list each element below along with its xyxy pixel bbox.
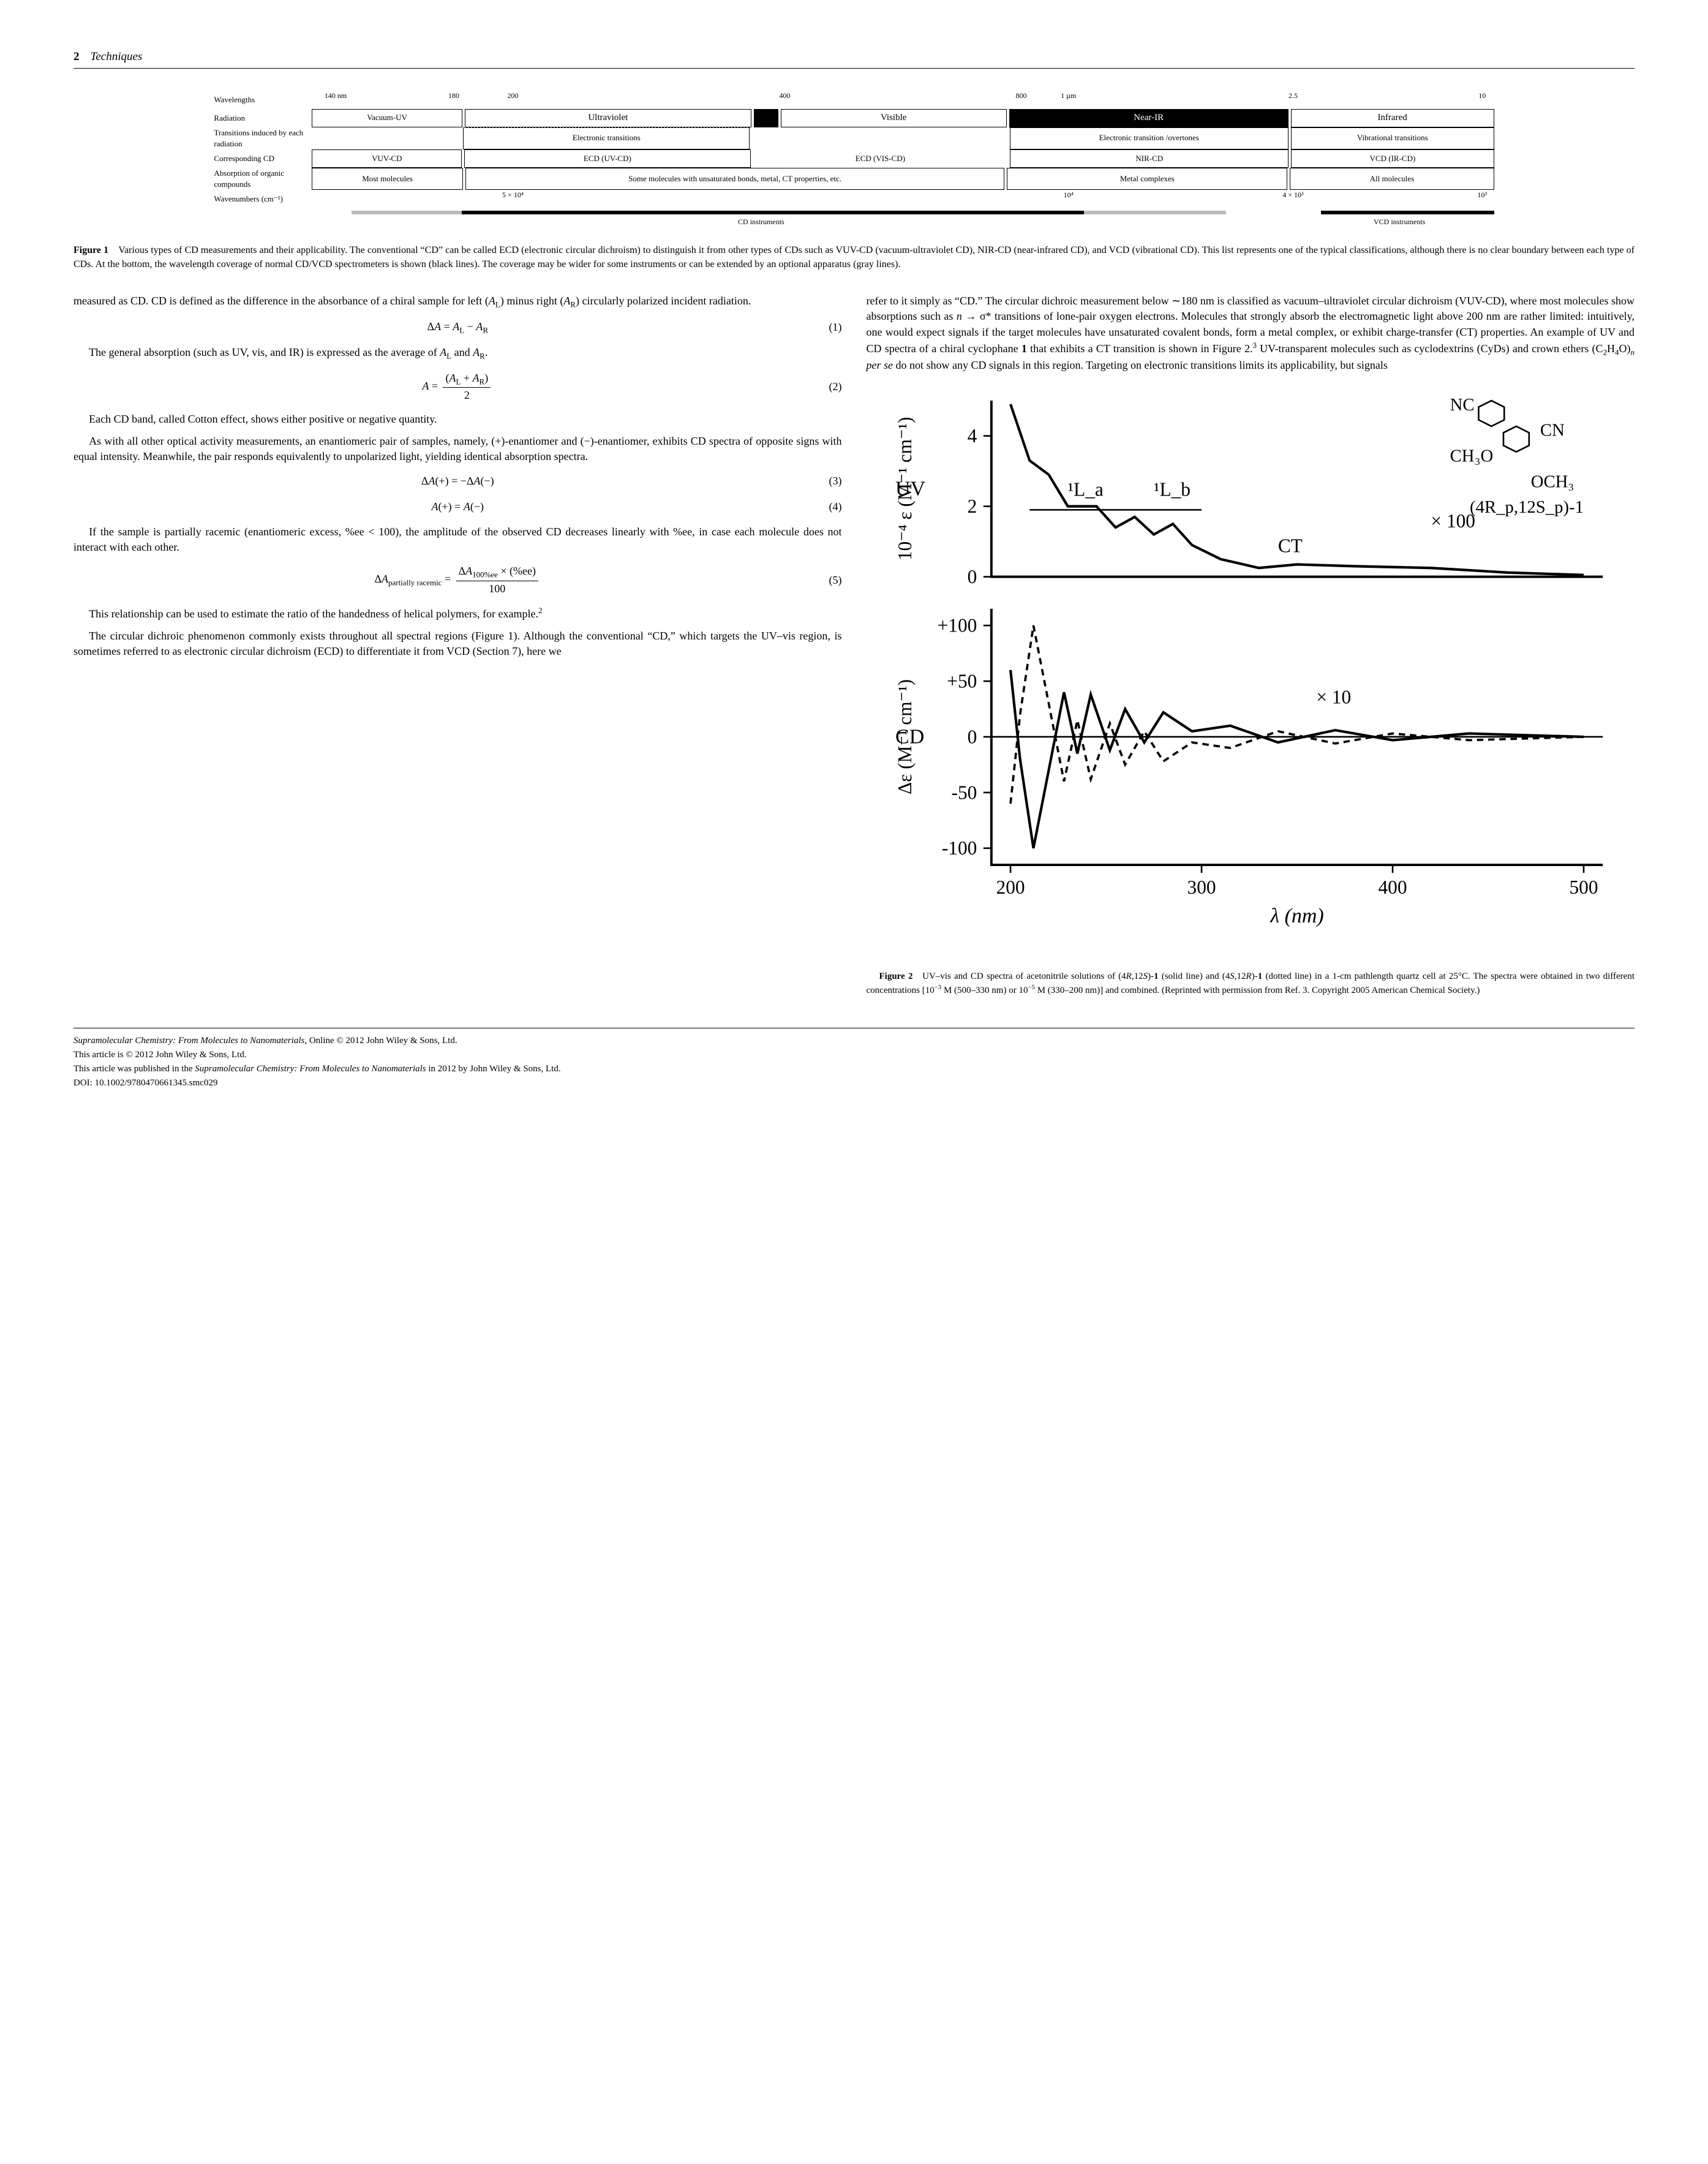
equation-5: ΔApartially racemic = ΔA100%ee × (%ee)10… xyxy=(73,564,842,597)
svg-text:¹L_b: ¹L_b xyxy=(1154,478,1191,500)
vcd-bar-black xyxy=(1321,211,1494,214)
svg-text:2: 2 xyxy=(967,496,977,517)
equation-4: A(+) = A(−) (4) xyxy=(73,499,842,516)
cd-bar-gray-left xyxy=(352,211,462,214)
left-p3: Each CD band, called Cotton effect, show… xyxy=(73,412,842,427)
wavelength-scale: 140 nm 180 200 400 800 1 µm 2.5 10 xyxy=(312,91,1494,103)
cell-vcd: VCD (IR-CD) xyxy=(1291,149,1494,168)
cell-all-molecules: All molecules xyxy=(1290,168,1494,190)
figure-2-caption: Figure 2 UV–vis and CD spectra of aceton… xyxy=(867,970,1635,997)
left-p4: As with all other optical activity measu… xyxy=(73,434,842,464)
svg-text:500: 500 xyxy=(1569,877,1598,898)
cell-nir-cd: NIR-CD xyxy=(1010,149,1289,168)
equation-2: A = (AL + AR)2 (2) xyxy=(73,371,842,404)
svg-text:CD: CD xyxy=(895,725,924,748)
cell-overtones: Electronic transition /overtones xyxy=(1010,127,1289,149)
figure-1-caption: Figure 1 Various types of CD measurement… xyxy=(73,244,1635,271)
cell-infrared: Infrared xyxy=(1291,109,1494,127)
instrument-bars xyxy=(312,208,1494,217)
cell-some-molecules: Some molecules with unsaturated bonds, m… xyxy=(465,168,1005,190)
cell-ecd-uv: ECD (UV-CD) xyxy=(464,149,750,168)
row-label-absorption: Absorption of organic compounds xyxy=(214,168,312,190)
absorption-cells: Most molecules Some molecules with unsat… xyxy=(312,168,1494,190)
cell-visible: Visible xyxy=(781,109,1007,127)
svg-text:NC: NC xyxy=(1450,394,1474,414)
svg-text:¹L_a: ¹L_a xyxy=(1067,478,1103,500)
row-label-wavelengths: Wavelengths xyxy=(214,91,312,109)
footer: Supramolecular Chemistry: From Molecules… xyxy=(73,1028,1635,1090)
cell-vibrational: Vibrational transitions xyxy=(1291,127,1494,149)
row-label-radiation: Radiation xyxy=(214,109,312,127)
svg-text:× 100: × 100 xyxy=(1431,510,1475,532)
row-label-transitions: Transitions induced by each radiation xyxy=(214,127,312,149)
cell-gap-1 xyxy=(754,109,778,127)
figure-2: 02410⁻⁴ ε (M⁻¹ cm⁻¹)UV¹L_a¹L_bCT× 100NCC… xyxy=(867,385,1635,997)
cd-instruments-label: CD instruments xyxy=(738,217,784,227)
left-p1: measured as CD. CD is defined as the dif… xyxy=(73,293,842,311)
svg-text:CH₃O: CH₃O xyxy=(1450,446,1493,466)
left-p7: The circular dichroic phenomenon commonl… xyxy=(73,628,842,659)
svg-text:× 10: × 10 xyxy=(1316,686,1351,707)
left-p5: If the sample is partially racemic (enan… xyxy=(73,524,842,555)
radiation-cells: Vacuum-UV Ultraviolet Visible Near-IR In… xyxy=(312,109,1494,127)
svg-text:CN: CN xyxy=(1540,420,1564,440)
page-header: 2 Techniques xyxy=(73,49,1635,69)
svg-text:OCH₃: OCH₃ xyxy=(1530,472,1574,491)
left-p6: This relationship can be used to estimat… xyxy=(73,605,842,622)
figure-1-diagram: Wavelengths 140 nm 180 200 400 800 1 µm … xyxy=(214,91,1494,230)
cell-near-ir: Near-IR xyxy=(1009,109,1289,127)
corresponding-cells: VUV-CD ECD (UV-CD) ECD (VIS-CD) NIR-CD V… xyxy=(312,149,1494,168)
right-p1: refer to it simply as “CD.” The circular… xyxy=(867,293,1635,373)
svg-text:CT: CT xyxy=(1277,535,1302,556)
svg-text:-50: -50 xyxy=(951,782,977,803)
svg-text:300: 300 xyxy=(1187,877,1216,898)
cell-most-molecules: Most molecules xyxy=(312,168,462,190)
cell-vacuum-uv: Vacuum-UV xyxy=(312,109,462,127)
svg-text:UV: UV xyxy=(895,477,926,500)
cell-metal-complexes: Metal complexes xyxy=(1007,168,1287,190)
transitions-cells: Electronic transitions Electronic transi… xyxy=(312,127,1494,149)
page-number: 2 xyxy=(73,49,80,66)
svg-text:+100: +100 xyxy=(937,614,977,636)
cd-bar-gray-right xyxy=(1084,211,1226,214)
left-p2: The general absorption (such as UV, vis,… xyxy=(73,345,842,362)
svg-text:0: 0 xyxy=(967,726,977,747)
right-column: refer to it simply as “CD.” The circular… xyxy=(867,293,1635,1003)
equation-1: ΔA = AL − AR (1) xyxy=(73,319,842,336)
svg-text:(4R_p,12S_p)-1: (4R_p,12S_p)-1 xyxy=(1470,497,1584,517)
figure-2-svg: 02410⁻⁴ ε (M⁻¹ cm⁻¹)UV¹L_a¹L_bCT× 100NCC… xyxy=(867,385,1635,961)
svg-text:0: 0 xyxy=(967,566,977,587)
svg-text:λ (nm): λ (nm) xyxy=(1270,905,1323,927)
svg-text:+50: +50 xyxy=(947,670,977,692)
row-label-corresponding: Corresponding CD xyxy=(214,149,312,168)
svg-text:-100: -100 xyxy=(941,837,976,859)
body-columns: measured as CD. CD is defined as the dif… xyxy=(73,293,1635,1003)
svg-text:400: 400 xyxy=(1378,877,1407,898)
wavenumber-scale: 5 × 10⁴ 10⁴ 4 × 10³ 10³ xyxy=(312,190,1494,202)
cell-ecd-vis: ECD (VIS-CD) xyxy=(753,149,1008,168)
section-title: Techniques xyxy=(91,49,143,66)
row-label-wavenumbers: Wavenumbers (cm⁻¹) xyxy=(214,190,312,208)
cd-bar-black xyxy=(462,211,1085,214)
svg-text:200: 200 xyxy=(996,877,1025,898)
left-column: measured as CD. CD is defined as the dif… xyxy=(73,293,842,1003)
cell-electronic-trans: Electronic transitions xyxy=(463,127,750,149)
svg-text:4: 4 xyxy=(967,425,977,447)
equation-3: ΔA(+) = −ΔA(−) (3) xyxy=(73,473,842,490)
cell-ultraviolet: Ultraviolet xyxy=(465,109,751,127)
vcd-instruments-label: VCD instruments xyxy=(1374,217,1425,227)
cell-vuv-cd: VUV-CD xyxy=(312,149,462,168)
